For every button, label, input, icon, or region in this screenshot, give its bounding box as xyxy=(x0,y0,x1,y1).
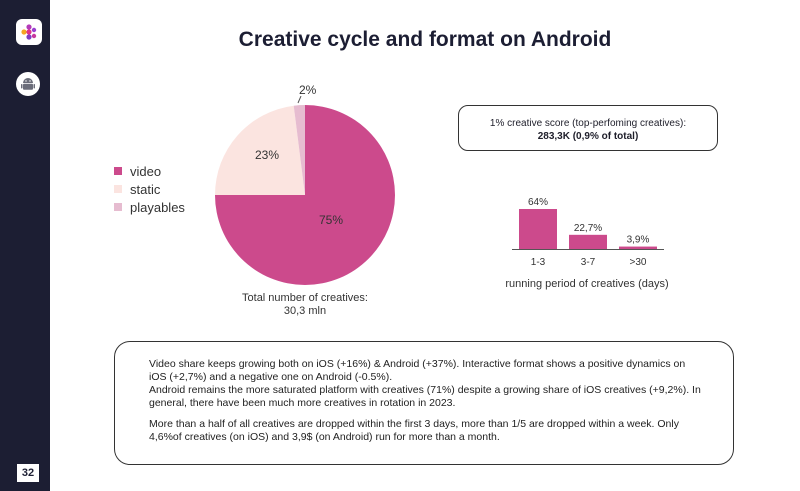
brand-logo[interactable] xyxy=(16,19,42,45)
bar-data-label-1: 64% xyxy=(528,197,548,208)
legend-item-video: video xyxy=(114,162,185,180)
legend-item-static: static xyxy=(114,180,185,198)
brand-logo-icon xyxy=(21,24,37,40)
bar-data-label-3: 3,9% xyxy=(627,235,650,246)
summary-paragraph-1: Video share keeps growing both on iOS (+… xyxy=(149,358,703,410)
pie-label-video: 75% xyxy=(319,213,344,227)
bar-tick-label-1: 1-3 xyxy=(531,257,546,268)
bar-1 xyxy=(519,209,557,249)
bar-data-label-2: 22,7% xyxy=(574,223,602,234)
creative-score-label: 1% creative score (top-perfoming creativ… xyxy=(489,118,687,129)
legend-label-video: video xyxy=(130,163,162,179)
playables-leader-line xyxy=(297,96,302,104)
pie-label-playables: 2% xyxy=(299,83,317,97)
page-number: 32 xyxy=(17,464,39,482)
pie-slice-playables xyxy=(293,105,305,195)
bar-tick-label-3: >30 xyxy=(630,257,647,268)
bar-chart: 64% 1-3 22,7% 3-7 3,9% >30 xyxy=(512,197,664,268)
legend-swatch-playables xyxy=(114,203,122,211)
bar-2 xyxy=(569,234,607,249)
total-creatives-label: Total number of creatives: xyxy=(242,292,368,304)
bar-3 xyxy=(619,246,657,249)
legend-swatch-video xyxy=(114,167,122,175)
legend-label-playables: playables xyxy=(130,199,185,215)
pie-label-static: 23% xyxy=(255,148,280,162)
total-creatives-value: 30,3 mln xyxy=(283,305,327,317)
summary-box: Video share keeps growing both on iOS (+… xyxy=(114,341,734,465)
creative-score-box: 1% creative score (top-perfoming creativ… xyxy=(458,105,718,151)
bar-tick-label-2: 3-7 xyxy=(581,257,596,268)
total-creatives-caption: Total number of creatives: 30,3 mln xyxy=(225,292,385,318)
summary-text-3: More than a half of all creatives are dr… xyxy=(149,418,679,443)
pie-slice-static xyxy=(215,105,305,195)
summary-text-2: Android remains the more saturated platf… xyxy=(149,384,701,409)
page-title: Creative cycle and format on Android xyxy=(238,28,612,51)
summary-text-1: Video share keeps growing both on iOS (+… xyxy=(149,358,686,383)
legend-item-playables: playables xyxy=(114,198,185,216)
pie-chart xyxy=(215,105,395,285)
platform-badge xyxy=(16,72,40,96)
legend-label-static: static xyxy=(130,181,161,197)
summary-paragraph-2: More than a half of all creatives are dr… xyxy=(149,418,703,444)
sidebar: 32 xyxy=(0,0,50,491)
creative-score-value: 283,3K (0,9% of total) xyxy=(537,131,639,142)
android-icon xyxy=(21,78,35,90)
bar-chart-xlabel: running period of creatives (days) xyxy=(505,278,669,290)
legend-swatch-static xyxy=(114,185,122,193)
pie-legend: video static playables xyxy=(114,162,185,216)
